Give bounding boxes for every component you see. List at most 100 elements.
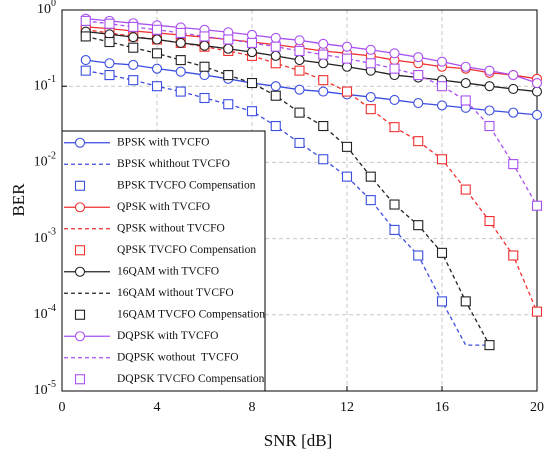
point [199, 31, 210, 42]
point [365, 92, 376, 103]
point [199, 70, 210, 81]
point [151, 24, 163, 35]
point [128, 42, 139, 53]
point [175, 37, 186, 48]
legend-label: 16QAM without TVCFO [117, 287, 234, 299]
legend-label: DQPSK wothout TVCFO [117, 351, 239, 363]
y-tick-label: 10-4 [34, 303, 56, 322]
point [413, 52, 424, 63]
x-tick-label: 16 [435, 400, 449, 415]
legend: BPSK with TVCFO BPSK whithout TVCFO BPSK T… [61, 130, 266, 392]
x-tick-label: 8 [249, 400, 256, 415]
point [294, 84, 305, 95]
point [484, 81, 495, 92]
point [318, 86, 329, 97]
point [508, 250, 519, 261]
point [104, 70, 115, 81]
point [460, 77, 471, 89]
point [80, 65, 91, 76]
point [151, 63, 163, 74]
point [413, 250, 424, 261]
legend-label: QPSK TVCFO Compensation [117, 244, 256, 256]
point [128, 32, 139, 43]
point [294, 137, 305, 148]
legend-label: BPSK TVCFO Compensation [117, 179, 256, 191]
legend-label: BPSK with TVCFO [117, 136, 209, 148]
point [175, 55, 186, 66]
point [460, 61, 471, 72]
legend-marker [74, 266, 86, 277]
point [318, 58, 329, 69]
legend-marker [74, 202, 86, 213]
point [365, 171, 376, 182]
point [389, 122, 400, 133]
point [151, 48, 163, 59]
point [104, 36, 115, 48]
y-tick-label: 10-1 [34, 74, 56, 93]
point [508, 159, 519, 170]
legend-box [61, 130, 266, 392]
legend-label: 16QAM with TVCFO [117, 265, 219, 277]
point [413, 136, 424, 147]
point [531, 86, 543, 97]
point [365, 195, 376, 206]
point [223, 70, 234, 81]
point [365, 58, 376, 69]
point [531, 109, 543, 120]
legend-label: QPSK without TVCFO [117, 222, 225, 234]
point [460, 95, 471, 106]
point [389, 48, 400, 59]
y-axis-label: BER [9, 183, 28, 217]
point [341, 141, 353, 152]
point [318, 49, 329, 60]
point [436, 81, 448, 92]
legend-label: DQPSK TVCFO Compensation [117, 373, 265, 385]
point [246, 47, 258, 58]
point [80, 15, 91, 26]
point [223, 99, 234, 110]
point [246, 37, 258, 48]
point [341, 86, 353, 97]
y-tick-label: 100 [37, 0, 56, 17]
point [436, 296, 448, 307]
legend-label: 16QAM TVCFO Compensation [117, 308, 265, 320]
point [151, 81, 163, 92]
point [389, 94, 400, 106]
point [508, 107, 519, 118]
point [389, 199, 400, 210]
point [270, 41, 281, 52]
x-tick-label: 20 [530, 400, 544, 415]
point [246, 106, 258, 117]
legend-marker [74, 374, 86, 385]
legend-label: DQPSK with TVCFO [117, 330, 218, 342]
point [270, 32, 281, 43]
point [508, 83, 519, 95]
point [508, 70, 519, 81]
point [246, 77, 258, 89]
x-tick-label: 4 [154, 400, 161, 415]
point [531, 200, 543, 211]
point [341, 53, 353, 64]
point [294, 45, 305, 57]
y-tick-label: 10-3 [34, 227, 56, 246]
point [460, 296, 471, 307]
point [294, 107, 305, 118]
point [413, 98, 424, 109]
legend-label: QPSK with TVCFO [117, 201, 210, 213]
point [436, 154, 448, 165]
point [223, 43, 234, 54]
point [436, 100, 448, 111]
point [365, 104, 376, 115]
point [484, 215, 495, 227]
point [199, 40, 210, 51]
point [128, 21, 139, 32]
point [318, 75, 329, 86]
point [270, 81, 281, 92]
legend-label: BPSK whithout TVCFO [117, 158, 230, 170]
point [389, 224, 400, 235]
point [270, 50, 281, 61]
point [318, 120, 329, 132]
point [175, 66, 186, 77]
point [436, 56, 448, 67]
